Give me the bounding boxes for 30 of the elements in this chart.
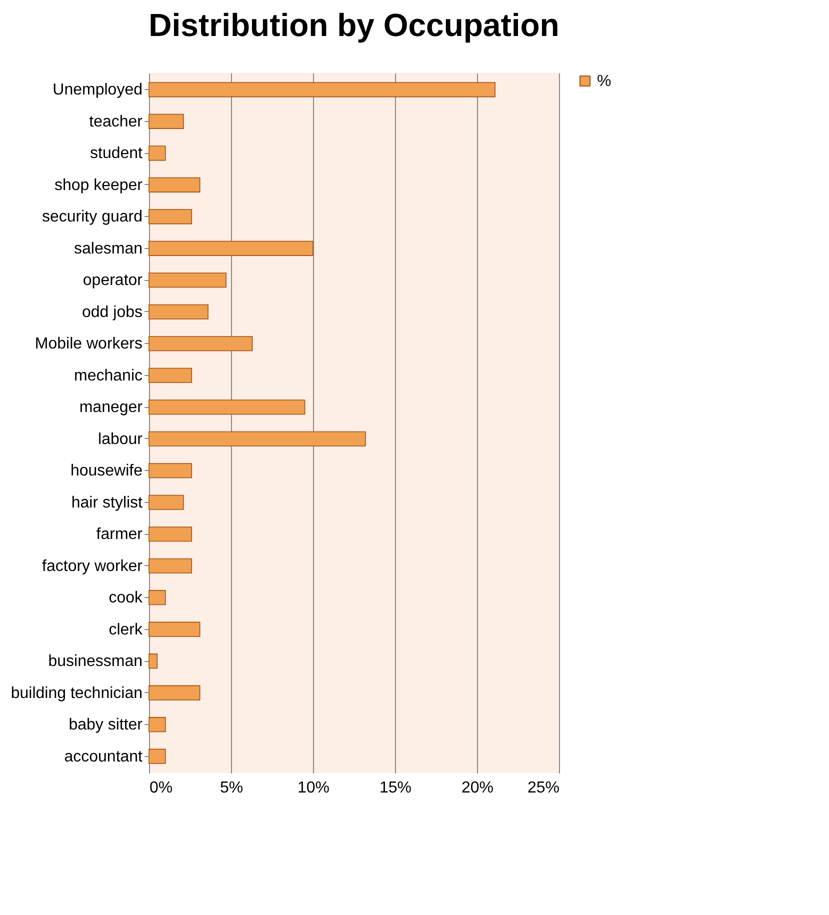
y-tick-label: housewife bbox=[70, 462, 143, 480]
y-tick-label: accountant bbox=[64, 748, 144, 766]
y-tick-label: factory worker bbox=[42, 558, 144, 575]
x-tick-label: 25% bbox=[527, 780, 560, 796]
y-tick-label: Unemployed bbox=[52, 82, 142, 99]
x-tick-label: 20% bbox=[461, 780, 494, 796]
y-tick-label: farmer bbox=[96, 526, 144, 544]
y-tick-label: building technician bbox=[10, 684, 142, 702]
y-tick-label: baby sitter bbox=[68, 716, 144, 734]
y-tick-label: maneger bbox=[79, 399, 144, 416]
chart-title: Distribution by Occupation bbox=[148, 7, 560, 43]
y-tick-label: teacher bbox=[89, 113, 144, 130]
y-tick-label: security guard bbox=[42, 208, 142, 226]
y-tick-label: student bbox=[90, 145, 144, 162]
y-tick-label: labour bbox=[98, 430, 144, 448]
y-tick-label: hair stylist bbox=[71, 494, 144, 512]
y-tick-label: operator bbox=[82, 272, 144, 290]
y-tick-label: clerk bbox=[108, 621, 144, 638]
x-tick-label: 10% bbox=[297, 780, 330, 796]
y-tick-label: Mobile workers bbox=[34, 336, 142, 353]
y-tick-label: salesman bbox=[74, 240, 142, 258]
x-tick-label: 0% bbox=[150, 780, 173, 796]
legend-label: % bbox=[597, 73, 612, 90]
y-tick-label: cook bbox=[108, 590, 144, 607]
y-tick-label: shop keeper bbox=[54, 176, 144, 194]
x-tick-label: 15% bbox=[379, 780, 412, 796]
y-tick-label: mechanic bbox=[74, 367, 142, 384]
y-tick-label: businessman bbox=[48, 653, 142, 670]
x-tick-label: 5% bbox=[220, 780, 244, 796]
y-tick-label: odd jobs bbox=[82, 304, 142, 321]
